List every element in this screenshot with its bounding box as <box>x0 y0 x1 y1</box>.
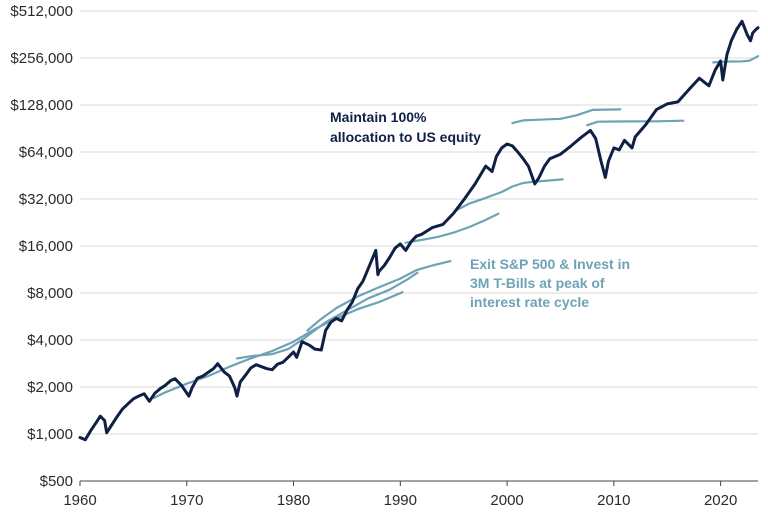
y-axis: $500 $1,000 $2,000 $4,000 $8,000 $16,000 $32,0… <box>10 3 73 490</box>
annotation-tbills: Exit S&P 500 & Invest in 3M T-Bills at p… <box>470 256 634 310</box>
tbills-series-group <box>152 55 760 400</box>
annotation-equity: Maintain 100% allocation to US equity <box>330 109 481 145</box>
y-tick-label: $32,000 <box>19 191 73 208</box>
y-tick-label: $512,000 <box>10 3 73 20</box>
x-tick-label: 2010 <box>597 492 630 509</box>
x-tick-label: 2020 <box>704 492 737 509</box>
x-tick-label: 1960 <box>63 492 96 509</box>
series-line-tbills-3 <box>306 260 452 332</box>
annotations: Maintain 100% allocation to US equity Ex… <box>330 109 634 310</box>
y-tick-label: $8,000 <box>27 285 73 302</box>
annotation-tbills-line-1: Exit S&P 500 & Invest in <box>470 256 630 272</box>
y-tick-label: $4,000 <box>27 332 73 349</box>
annotation-tbills-line-2: 3M T-Bills at peak of <box>470 275 605 291</box>
series-line-tbills-1 <box>152 291 404 400</box>
y-tick-label: $2,000 <box>27 379 73 396</box>
y-tick-label: $64,000 <box>19 144 73 161</box>
annotation-tbills-line-3: interest rate cycle <box>470 294 589 310</box>
x-tick-label: 1990 <box>384 492 417 509</box>
x-tick-label: 1980 <box>277 492 310 509</box>
y-tick-label: $1,000 <box>27 426 73 443</box>
gridlines <box>80 10 758 482</box>
series-line-tbills-5 <box>454 178 564 212</box>
x-axis: 1960 1970 1980 1990 2000 2010 2020 <box>63 480 758 509</box>
y-tick-label: $16,000 <box>19 238 73 255</box>
y-tick-label: $128,000 <box>10 97 73 114</box>
series-line-equity <box>78 19 760 442</box>
series-line-tbills-7 <box>586 119 685 127</box>
y-tick-label: $256,000 <box>10 50 73 67</box>
series-line-tbills-6 <box>511 108 622 125</box>
x-tick-label: 2000 <box>490 492 523 509</box>
equity-series-group <box>78 19 760 442</box>
y-tick-label: $500 <box>40 473 73 490</box>
annotation-equity-line-1: Maintain 100% <box>330 109 427 125</box>
series-line-tbills-4 <box>404 212 500 244</box>
x-tick-label: 1970 <box>170 492 203 509</box>
series-line-tbills-2 <box>235 271 419 360</box>
annotation-equity-line-2: allocation to US equity <box>330 129 481 145</box>
